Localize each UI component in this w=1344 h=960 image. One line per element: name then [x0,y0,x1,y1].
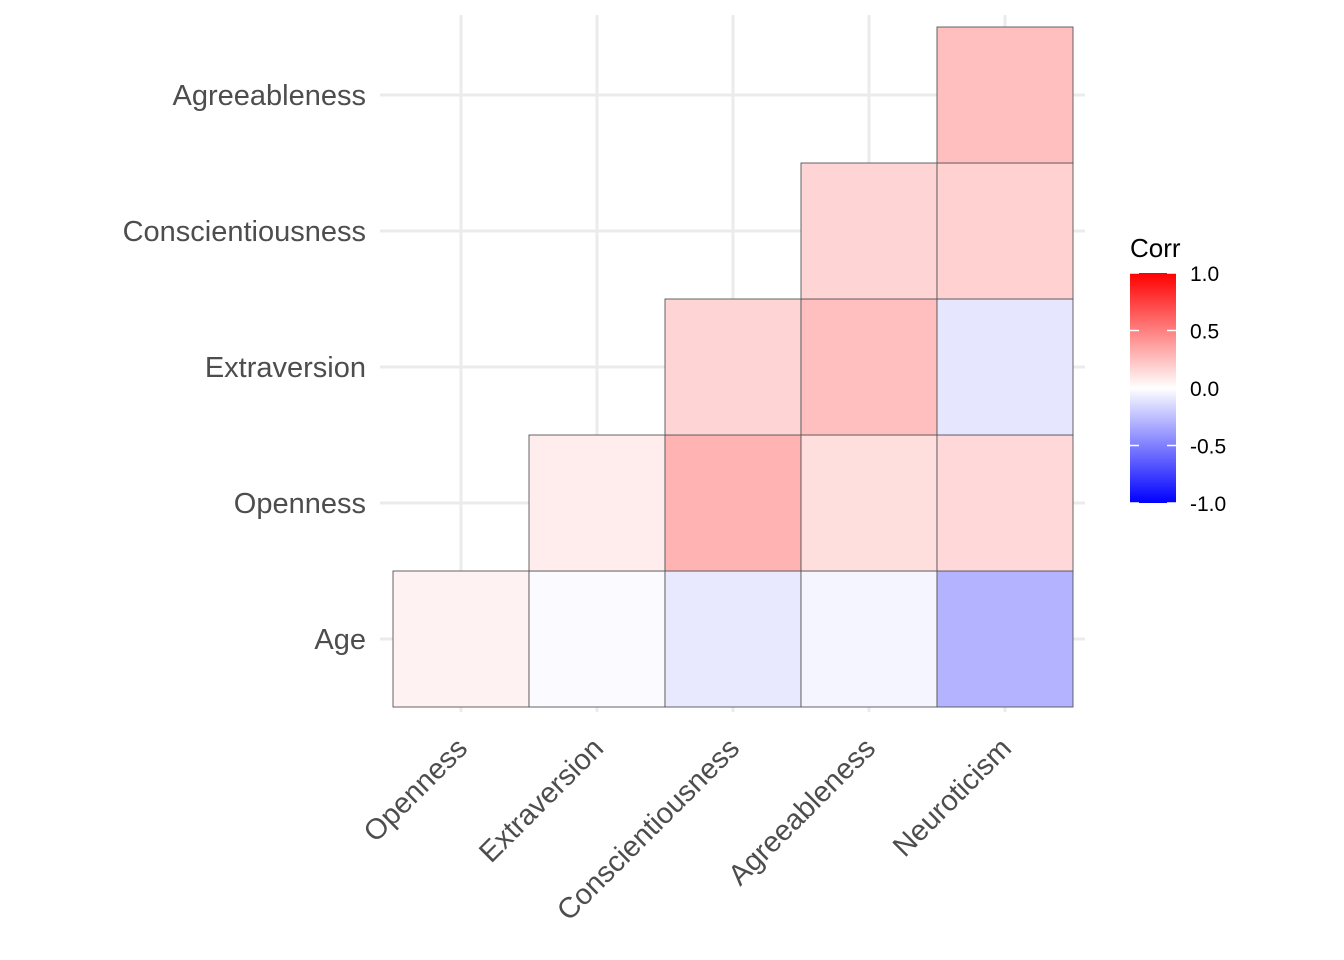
heatmap-cell [936,570,1074,708]
heatmap-cell [800,434,938,572]
y-tick-label: Openness [234,488,366,520]
heatmap-cell [936,26,1074,164]
legend-tick-label: 1.0 [1190,263,1219,286]
x-tick-label: Agreeableness [723,732,882,891]
legend: Corr 1.0 0.5 0.0 -0.5 -1.0 [1130,233,1226,516]
y-tick-label: Agreeableness [173,80,366,112]
x-tick-label: Openness [358,732,474,848]
legend-tick-label: -0.5 [1190,436,1226,459]
heatmap-cell [664,298,802,436]
heatmap-cell [800,570,938,708]
legend-ticks: 1.0 0.5 0.0 -0.5 -1.0 [1130,263,1226,516]
legend-tick-label: 0.5 [1190,321,1219,344]
heatmap-cell [528,434,666,572]
heatmap-cell [528,570,666,708]
y-axis-labels: Age Openness Extraversion Conscientiousness… [123,80,366,656]
x-tick-label: Extraversion [473,732,610,869]
legend-tick-label: 0.0 [1190,378,1219,401]
heatmap-cell [800,162,938,300]
heatmap-cell [936,434,1074,572]
y-tick-label: Age [314,624,366,656]
y-tick-label: Conscientiousness [123,216,366,248]
y-tick-label: Extraversion [205,352,366,384]
x-axis-labels: Openness ExtraversionConscientiousnessAgr… [358,732,1018,927]
heatmap-cell [392,570,530,708]
legend-tick-label: -1.0 [1190,493,1226,516]
heatmap-tiles [392,26,1074,708]
x-tick-label: Neuroticism [887,732,1018,863]
heatmap-cell [800,298,938,436]
heatmap-cell [936,298,1074,436]
heatmap-cell [936,162,1074,300]
legend-title: Corr [1130,233,1181,263]
heatmap-cell [664,434,802,572]
heatmap-cell [664,570,802,708]
